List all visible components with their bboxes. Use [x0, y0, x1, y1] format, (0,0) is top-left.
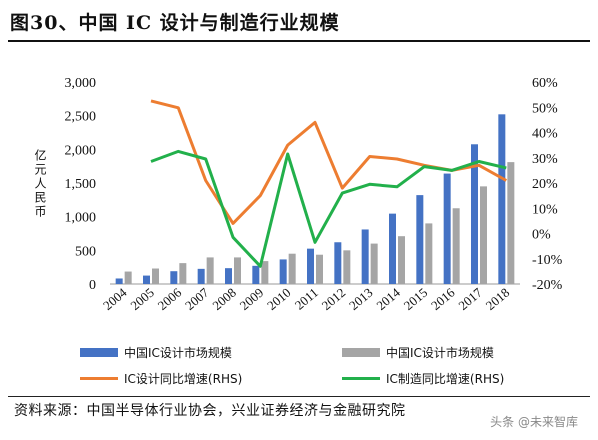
bar-ic-manufacturing [179, 263, 187, 284]
source-note: 资料来源：中国半导体行业协会，兴业证券经济与金融研究院 [14, 403, 406, 419]
y-tick-label: 2,500 [65, 110, 97, 125]
x-tick-label: 2015 [401, 285, 431, 313]
x-tick-label: 2004 [100, 284, 130, 313]
bar-ic-design [115, 278, 123, 284]
bar-ic-design [252, 265, 260, 284]
bar-ic-design [498, 114, 506, 284]
legend-swatch [342, 348, 380, 357]
bar-ic-design [361, 229, 369, 284]
line-ic-manufacturing-growth [150, 149, 507, 268]
x-tick-label: 2012 [319, 285, 349, 313]
legend-item-design-bar: 中国IC设计市场规模 [80, 344, 232, 361]
legend-swatch [80, 377, 118, 380]
y2-tick-label: -10% [532, 253, 563, 268]
legend-label: IC设计同比增速(RHS) [124, 372, 243, 386]
y2-tick-label: 30% [532, 152, 558, 167]
bar-ic-manufacturing [152, 268, 159, 284]
bar-ic-manufacturing [480, 186, 487, 284]
bar-ic-manufacturing [124, 271, 132, 284]
y-axis-label: 亿元人民币 [33, 148, 47, 219]
legend-item-manufacturing-bar: 中国IC设计市场规模 [342, 344, 494, 361]
y-tick-label: 0 [89, 278, 96, 293]
x-tick-label: 2008 [209, 285, 239, 313]
watermark: 头条 @未来智库 [490, 415, 578, 429]
legend-swatch [80, 348, 118, 357]
legend-item-manufacturing-growth: IC制造同比增速(RHS) [342, 370, 504, 387]
line-ic-design-growth [150, 99, 508, 225]
y-tick-label: 1,000 [65, 211, 97, 226]
bar-ic-manufacturing [316, 254, 323, 284]
legend-swatch [342, 377, 380, 380]
bar-ic-design [471, 144, 478, 284]
bar-ic-design [279, 259, 287, 284]
bar-ic-design [416, 195, 424, 284]
y-tick-label: 500 [75, 244, 96, 259]
y-tick-label: 3,000 [65, 76, 97, 91]
bar-ic-design [225, 268, 232, 284]
x-tick-label: 2017 [455, 284, 485, 313]
x-tick-label: 2011 [292, 285, 321, 313]
bar-ic-manufacturing [343, 250, 351, 284]
title-rule [8, 40, 590, 42]
bar-ic-manufacturing [398, 236, 405, 284]
bar-ic-design [334, 242, 342, 284]
bar-ic-design [443, 173, 451, 284]
x-tick-label: 2007 [182, 284, 212, 313]
legend-label: 中国IC设计市场规模 [124, 346, 232, 360]
x-tick-label: 2014 [373, 284, 403, 313]
legend-item-design-growth: IC设计同比增速(RHS) [80, 370, 242, 387]
bar-ic-design [170, 271, 178, 284]
x-tick-label: 2018 [483, 285, 513, 313]
chart-title: 图30、中国 IC 设计与制造行业规模 [10, 12, 340, 34]
x-tick-label: 2006 [155, 284, 185, 313]
x-tick-label: 2013 [346, 285, 376, 313]
x-tick-label: 2016 [428, 284, 458, 313]
legend-label: IC制造同比增速(RHS) [386, 372, 505, 386]
x-tick-label: 2005 [127, 285, 157, 313]
y2-tick-label: 10% [532, 202, 558, 217]
bar-ic-design [389, 213, 396, 284]
bar-ic-design [307, 248, 314, 284]
y2-tick-label: 20% [532, 177, 558, 192]
bar-ic-manufacturing [507, 162, 515, 284]
bar-ic-manufacturing [452, 208, 460, 284]
bar-ic-manufacturing [234, 257, 241, 284]
bar-ic-manufacturing [425, 223, 433, 284]
chart: 0 500 1,000 1,500 2,000 2,500 3,000 -20% -10% 0% 1… [33, 76, 563, 313]
bar-ic-manufacturing [261, 261, 269, 284]
y2-tick-label: 60% [532, 76, 558, 91]
x-tick-label: 2010 [264, 285, 294, 313]
bar-ic-manufacturing [206, 257, 214, 284]
bar-ic-manufacturing [288, 253, 296, 284]
y-tick-label: 1,500 [65, 177, 97, 192]
y2-tick-label: -20% [532, 278, 563, 293]
y2-tick-label: 50% [532, 101, 558, 116]
y2-tick-label: 0% [532, 228, 551, 243]
bar-ic-design [143, 275, 150, 284]
source-rule [8, 396, 590, 397]
bar-ic-design [197, 268, 205, 284]
legend-label: 中国IC设计市场规模 [386, 346, 494, 360]
y2-tick-label: 40% [532, 127, 558, 142]
y-tick-label: 2,000 [65, 143, 97, 158]
bar-ic-manufacturing [370, 243, 378, 284]
x-tick-label: 2009 [237, 285, 267, 313]
